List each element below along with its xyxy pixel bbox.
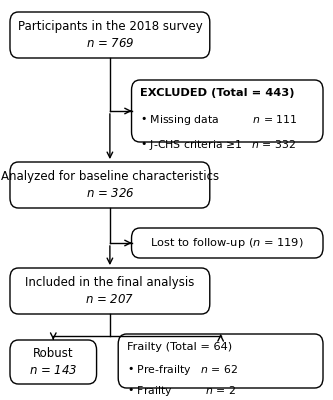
Text: Participants in the 2018 survey: Participants in the 2018 survey — [18, 20, 202, 33]
Text: • Pre-frailty   $n$ = 62: • Pre-frailty $n$ = 62 — [127, 363, 238, 377]
FancyBboxPatch shape — [10, 268, 210, 314]
Text: $n$ = 326: $n$ = 326 — [86, 187, 134, 200]
Text: $n$ = 769: $n$ = 769 — [86, 37, 134, 50]
FancyBboxPatch shape — [10, 162, 210, 208]
Text: EXCLUDED (Total = 443): EXCLUDED (Total = 443) — [140, 88, 294, 98]
FancyBboxPatch shape — [132, 80, 323, 142]
FancyBboxPatch shape — [10, 12, 210, 58]
Text: • J-CHS criteria ≥1   $n$ = 332: • J-CHS criteria ≥1 $n$ = 332 — [140, 138, 296, 152]
Text: Analyzed for baseline characteristics: Analyzed for baseline characteristics — [1, 170, 219, 183]
Text: Robust: Robust — [33, 347, 74, 360]
Text: Frailty (Total = 64): Frailty (Total = 64) — [127, 342, 232, 352]
Text: Included in the final analysis: Included in the final analysis — [25, 276, 194, 289]
FancyBboxPatch shape — [118, 334, 323, 388]
Text: $n$ = 143: $n$ = 143 — [29, 364, 78, 377]
Text: • Frailty          $n$ = 2: • Frailty $n$ = 2 — [127, 384, 236, 398]
FancyBboxPatch shape — [132, 228, 323, 258]
FancyBboxPatch shape — [10, 340, 97, 384]
Text: $n$ = 207: $n$ = 207 — [85, 293, 135, 306]
Text: • Missing data          $n$ = 111: • Missing data $n$ = 111 — [140, 113, 297, 127]
Text: Lost to follow-up ($n$ = 119): Lost to follow-up ($n$ = 119) — [151, 236, 304, 250]
